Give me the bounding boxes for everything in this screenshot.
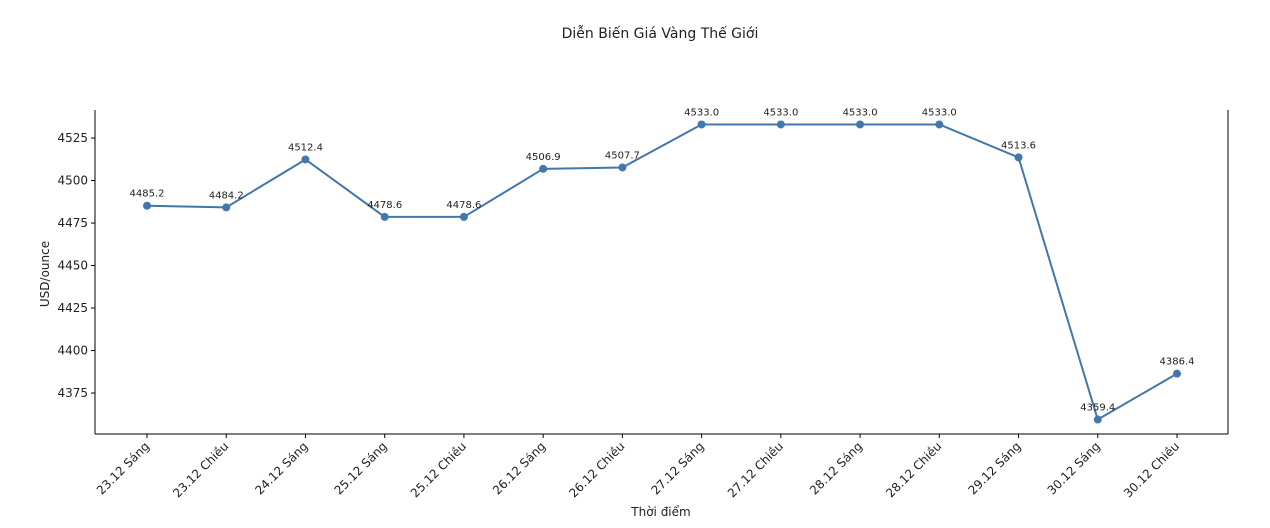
x-tick-label: 28.12 Chiều [883,439,944,500]
data-label: 4533.0 [843,107,878,118]
y-tick-label: 4375 [57,386,88,400]
x-tick-label: 29.12 Sáng [965,439,1023,497]
data-label: 4533.0 [922,107,957,118]
data-label: 4513.6 [1001,140,1036,151]
data-label: 4359.4 [1080,403,1115,414]
data-label: 4533.0 [684,107,719,118]
x-tick-label: 25.12 Chiều [408,439,469,500]
y-tick-label: 4425 [57,301,88,315]
series-line [146,123,1178,421]
x-tick-label: 26.12 Sáng [490,439,548,497]
data-label: 4507.7 [605,150,640,161]
x-tick-label: 30.12 Chiều [1121,439,1182,500]
axes: 4375 4400 4425 4450 4475 4500 4525 23.12 Sáng 23… [57,110,1229,500]
data-point [380,212,389,221]
data-point [618,163,627,172]
data-point [1173,369,1181,378]
data-point [1014,153,1023,162]
x-tick-label: 24.12 Sáng [252,439,310,497]
data-point [222,203,231,212]
x-tick-label: 25.12 Sáng [332,439,390,497]
y-tick-label: 4475 [57,216,88,230]
data-point [1093,415,1102,424]
data-label: 4512.4 [288,142,323,153]
data-point [935,120,944,129]
y-tick-label: 4525 [57,131,88,145]
y-tick-label: 4450 [57,259,88,273]
x-tick-label: 30.12 Sáng [1045,439,1103,497]
y-axis-label: USD/ounce [38,241,52,307]
series-marks: 4485.2 4484.2 4512.4 4478.6 4478.6 4506.9 4507… [130,107,1195,424]
x-axis-label: Thời điểm [630,505,690,519]
y-tick-label: 4400 [57,344,88,358]
data-label: 4478.6 [446,200,481,211]
x-tick-label: 27.12 Sáng [648,439,706,497]
data-label: 4506.9 [526,152,561,163]
data-label: 4485.2 [130,189,165,200]
x-tick-label: 23.12 Sáng [94,439,152,497]
data-point [459,212,468,221]
data-point [776,120,785,129]
data-label: 4478.6 [367,200,402,211]
data-label: 4386.4 [1160,357,1195,368]
data-label: 4533.0 [763,107,798,118]
x-tick-label: 27.12 Chiều [725,439,786,500]
x-tick-label: 23.12 Chiều [170,439,231,500]
data-point [539,164,548,173]
data-label: 4484.2 [209,190,244,201]
data-point [697,120,706,129]
x-tick-label: 28.12 Sáng [807,439,865,497]
x-tick-label: 26.12 Chiều [566,439,627,500]
data-point [143,201,151,210]
data-point [301,155,310,164]
y-tick-label: 4500 [57,174,88,188]
chart-title: Diễn Biến Giá Vàng Thế Giới [562,25,759,42]
data-point [856,120,865,129]
